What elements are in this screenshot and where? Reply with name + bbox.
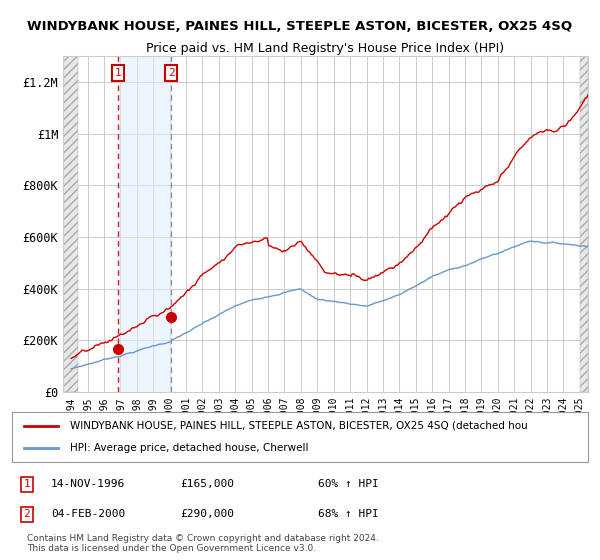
Text: 68% ↑ HPI: 68% ↑ HPI bbox=[318, 509, 379, 519]
Text: Contains HM Land Registry data © Crown copyright and database right 2024.: Contains HM Land Registry data © Crown c… bbox=[27, 534, 379, 543]
Text: WINDYBANK HOUSE, PAINES HILL, STEEPLE ASTON, BICESTER, OX25 4SQ (detached hou: WINDYBANK HOUSE, PAINES HILL, STEEPLE AS… bbox=[70, 421, 527, 431]
Text: 1: 1 bbox=[23, 479, 31, 489]
Text: 04-FEB-2000: 04-FEB-2000 bbox=[51, 509, 125, 519]
Bar bbox=[580, 56, 588, 392]
Text: 2: 2 bbox=[168, 68, 175, 78]
Title: Price paid vs. HM Land Registry's House Price Index (HPI): Price paid vs. HM Land Registry's House … bbox=[146, 42, 505, 55]
Text: 14-NOV-1996: 14-NOV-1996 bbox=[51, 479, 125, 489]
Text: WINDYBANK HOUSE, PAINES HILL, STEEPLE ASTON, BICESTER, OX25 4SQ: WINDYBANK HOUSE, PAINES HILL, STEEPLE AS… bbox=[28, 20, 572, 32]
Text: HPI: Average price, detached house, Cherwell: HPI: Average price, detached house, Cher… bbox=[70, 443, 308, 453]
Text: 60% ↑ HPI: 60% ↑ HPI bbox=[318, 479, 379, 489]
Text: £165,000: £165,000 bbox=[180, 479, 234, 489]
Text: 2: 2 bbox=[23, 509, 31, 519]
Text: £290,000: £290,000 bbox=[180, 509, 234, 519]
Text: 1: 1 bbox=[115, 68, 122, 78]
Text: This data is licensed under the Open Government Licence v3.0.: This data is licensed under the Open Gov… bbox=[27, 544, 316, 553]
Bar bbox=[63, 56, 78, 392]
Bar bbox=[119, 56, 172, 392]
